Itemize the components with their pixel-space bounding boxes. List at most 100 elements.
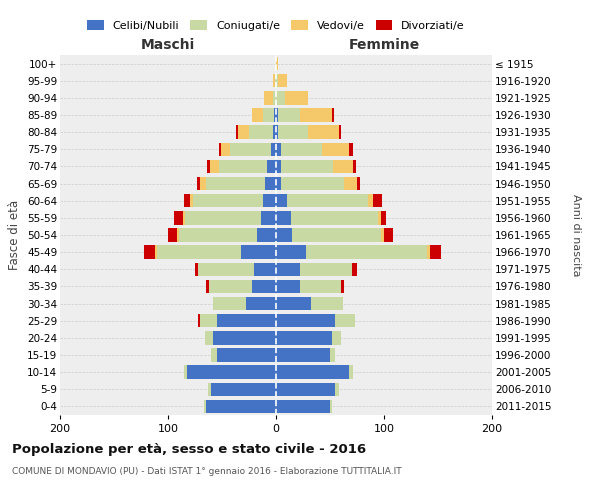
Bar: [281, 142, 322, 156]
Bar: [306, 246, 427, 259]
Bar: [341, 280, 344, 293]
Bar: [217, 348, 276, 362]
Bar: [276, 126, 278, 139]
Bar: [276, 400, 330, 413]
Bar: [246, 297, 276, 310]
Bar: [190, 194, 193, 207]
Bar: [276, 74, 278, 88]
Y-axis label: Fasce di età: Fasce di età: [8, 200, 22, 270]
Bar: [349, 142, 353, 156]
Bar: [206, 280, 209, 293]
Bar: [236, 126, 238, 139]
Bar: [261, 211, 276, 224]
Bar: [284, 91, 308, 104]
Bar: [195, 262, 198, 276]
Bar: [257, 228, 276, 241]
Bar: [368, 194, 373, 207]
Y-axis label: Anni di nascita: Anni di nascita: [571, 194, 581, 276]
Bar: [221, 142, 230, 156]
Bar: [278, 108, 300, 122]
Bar: [241, 246, 276, 259]
Bar: [276, 280, 300, 293]
Bar: [291, 211, 377, 224]
Bar: [357, 177, 360, 190]
Bar: [211, 348, 217, 362]
Bar: [276, 108, 278, 122]
Bar: [335, 314, 355, 328]
Bar: [276, 142, 281, 156]
Bar: [300, 280, 341, 293]
Bar: [276, 211, 291, 224]
Bar: [276, 382, 335, 396]
Bar: [330, 400, 332, 413]
Bar: [273, 74, 275, 88]
Bar: [276, 194, 287, 207]
Bar: [333, 160, 353, 173]
Bar: [263, 194, 276, 207]
Bar: [276, 348, 330, 362]
Bar: [276, 331, 332, 344]
Bar: [268, 160, 276, 173]
Bar: [157, 246, 241, 259]
Bar: [203, 400, 206, 413]
Bar: [276, 160, 281, 173]
Text: COMUNE DI MONDAVIO (PU) - Dati ISTAT 1° gennaio 2016 - Elaborazione TUTTITALIA.I: COMUNE DI MONDAVIO (PU) - Dati ISTAT 1° …: [12, 468, 401, 476]
Bar: [175, 211, 183, 224]
Bar: [381, 211, 386, 224]
Bar: [373, 194, 382, 207]
Bar: [335, 382, 338, 396]
Bar: [377, 211, 381, 224]
Bar: [144, 246, 155, 259]
Bar: [276, 57, 278, 70]
Bar: [338, 126, 341, 139]
Bar: [330, 348, 335, 362]
Bar: [197, 177, 200, 190]
Bar: [274, 108, 276, 122]
Bar: [254, 262, 276, 276]
Bar: [281, 177, 344, 190]
Bar: [276, 228, 292, 241]
Bar: [381, 228, 384, 241]
Bar: [200, 177, 206, 190]
Bar: [200, 314, 217, 328]
Bar: [287, 194, 368, 207]
Bar: [427, 246, 430, 259]
Bar: [308, 126, 338, 139]
Bar: [276, 177, 281, 190]
Bar: [211, 382, 276, 396]
Bar: [349, 366, 353, 379]
Bar: [252, 108, 263, 122]
Bar: [193, 194, 263, 207]
Bar: [179, 228, 257, 241]
Bar: [430, 246, 441, 259]
Bar: [205, 331, 214, 344]
Bar: [278, 74, 287, 88]
Legend: Celibi/Nubili, Coniugati/e, Vedovi/e, Divorziati/e: Celibi/Nubili, Coniugati/e, Vedovi/e, Di…: [83, 16, 469, 35]
Bar: [206, 400, 276, 413]
Text: Popolazione per età, sesso e stato civile - 2016: Popolazione per età, sesso e stato civil…: [12, 442, 366, 456]
Bar: [300, 262, 352, 276]
Bar: [332, 331, 341, 344]
Bar: [300, 108, 332, 122]
Bar: [214, 297, 246, 310]
Bar: [185, 211, 261, 224]
Bar: [217, 314, 276, 328]
Bar: [322, 142, 349, 156]
Bar: [184, 366, 187, 379]
Bar: [292, 228, 381, 241]
Bar: [176, 228, 179, 241]
Bar: [275, 74, 276, 88]
Bar: [276, 91, 284, 104]
Bar: [183, 211, 185, 224]
Bar: [344, 177, 357, 190]
Text: Femmine: Femmine: [349, 38, 419, 52]
Bar: [184, 194, 190, 207]
Bar: [278, 126, 308, 139]
Bar: [311, 297, 343, 310]
Bar: [187, 366, 276, 379]
Bar: [219, 142, 221, 156]
Bar: [209, 280, 252, 293]
Bar: [238, 126, 249, 139]
Bar: [276, 262, 300, 276]
Bar: [273, 126, 276, 139]
